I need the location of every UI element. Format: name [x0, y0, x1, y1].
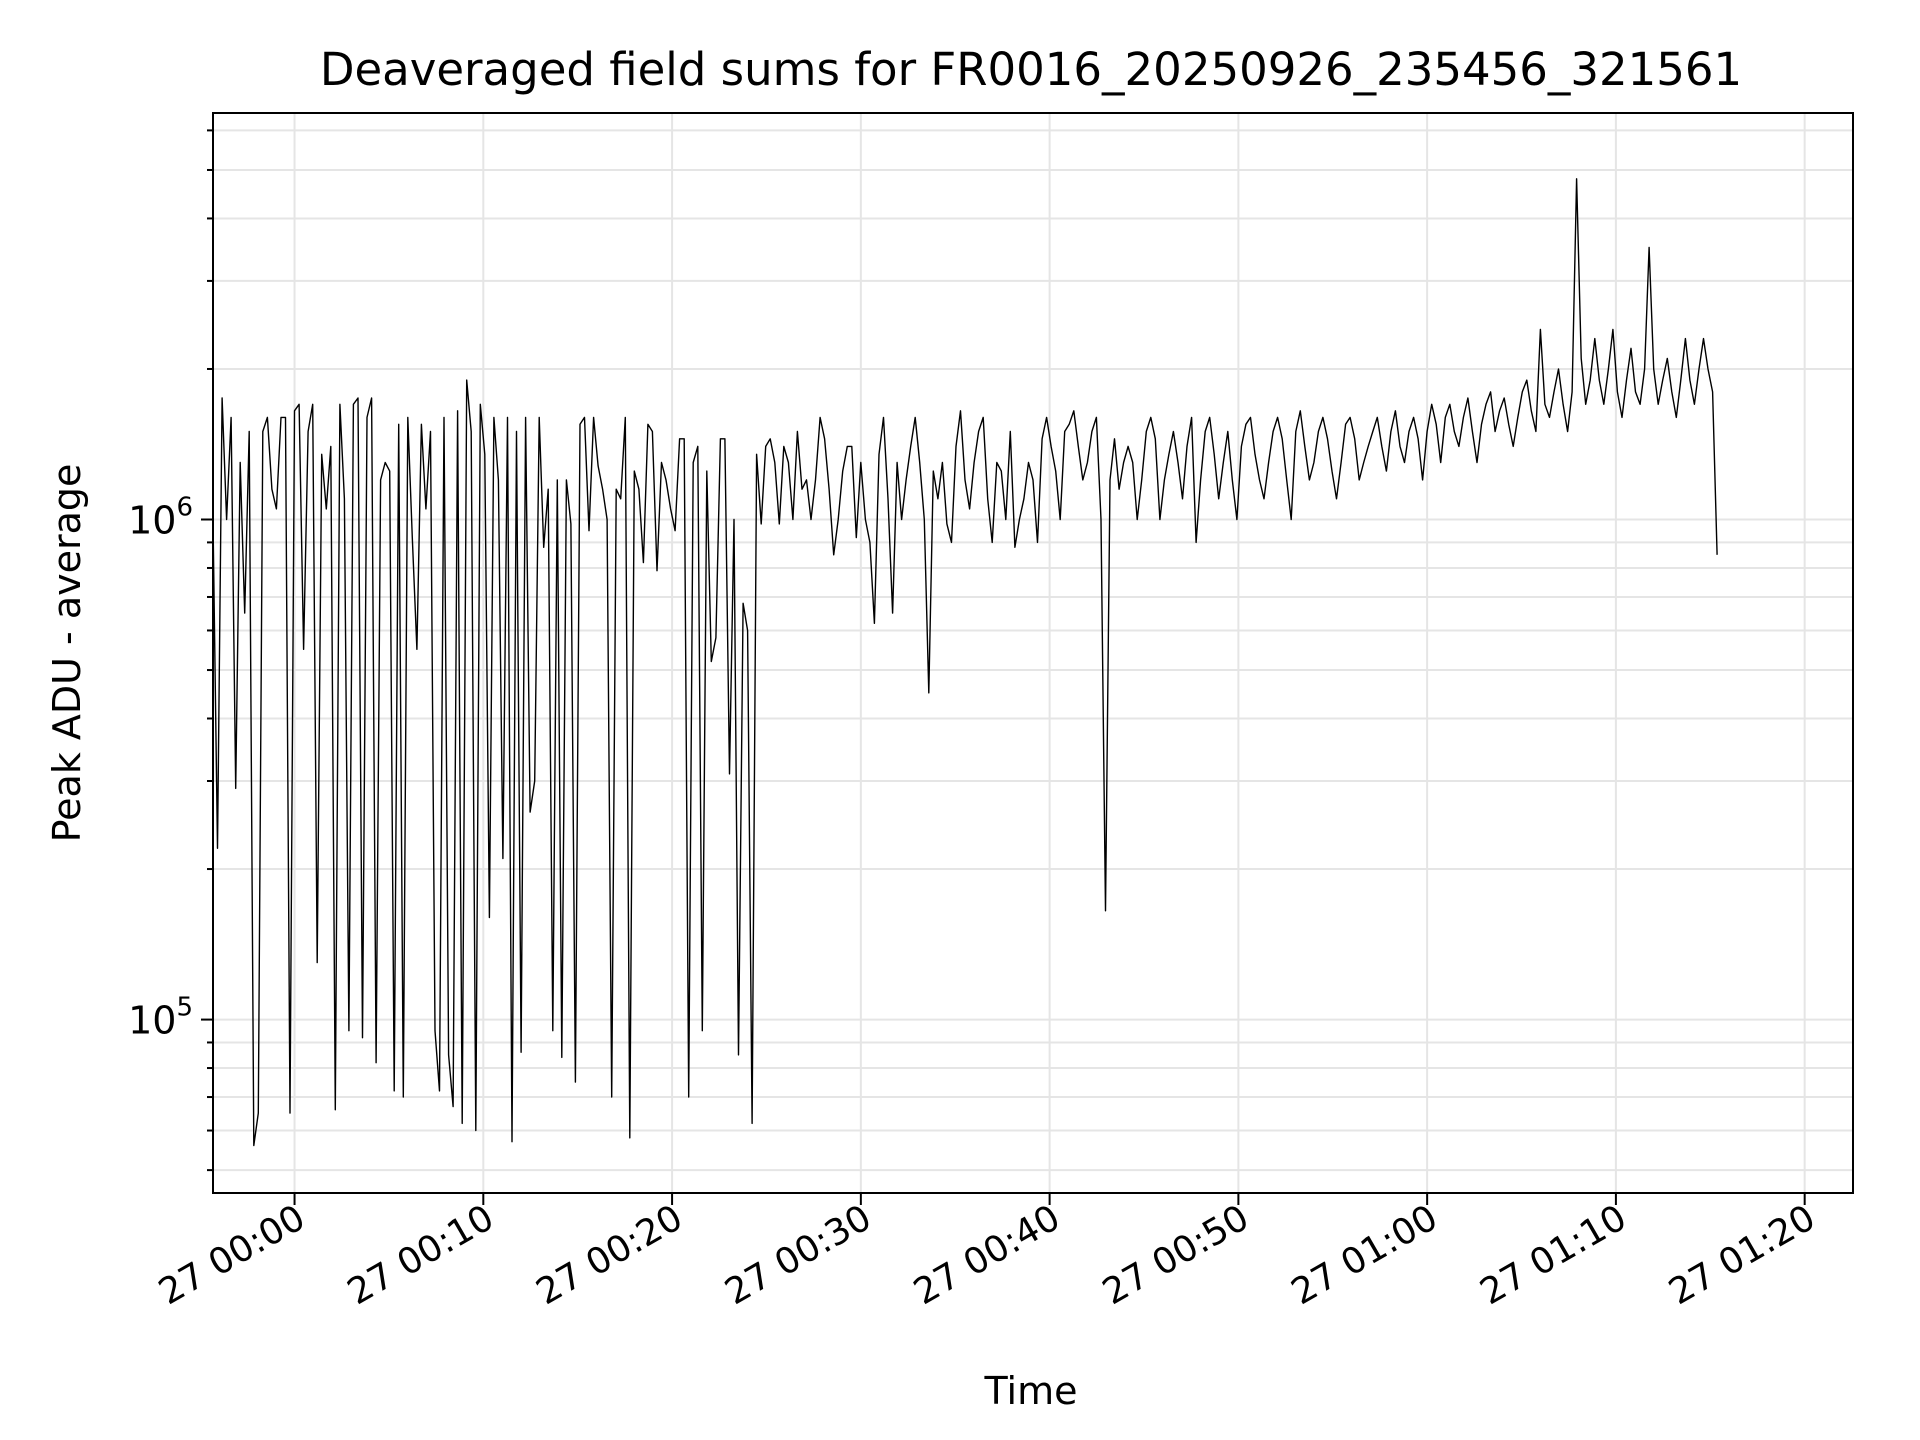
series-line — [212, 178, 1718, 1147]
y-tick-label-base: 10 — [128, 499, 176, 543]
y-tick-label-exponent: 5 — [176, 993, 193, 1023]
plot-area — [212, 178, 1718, 1147]
chart-title: Deaveraged field sums for FR0016_2025092… — [320, 43, 1742, 96]
x-axis-label: Time — [984, 1369, 1078, 1413]
y-tick-label: 105 — [128, 993, 193, 1043]
y-axis-label: Peak ADU - average — [45, 464, 89, 843]
y-tick-label-base: 10 — [128, 999, 176, 1043]
y-tick-label-exponent: 6 — [176, 493, 193, 523]
plot-frame — [212, 112, 1854, 1194]
y-tick-label: 106 — [128, 493, 193, 543]
